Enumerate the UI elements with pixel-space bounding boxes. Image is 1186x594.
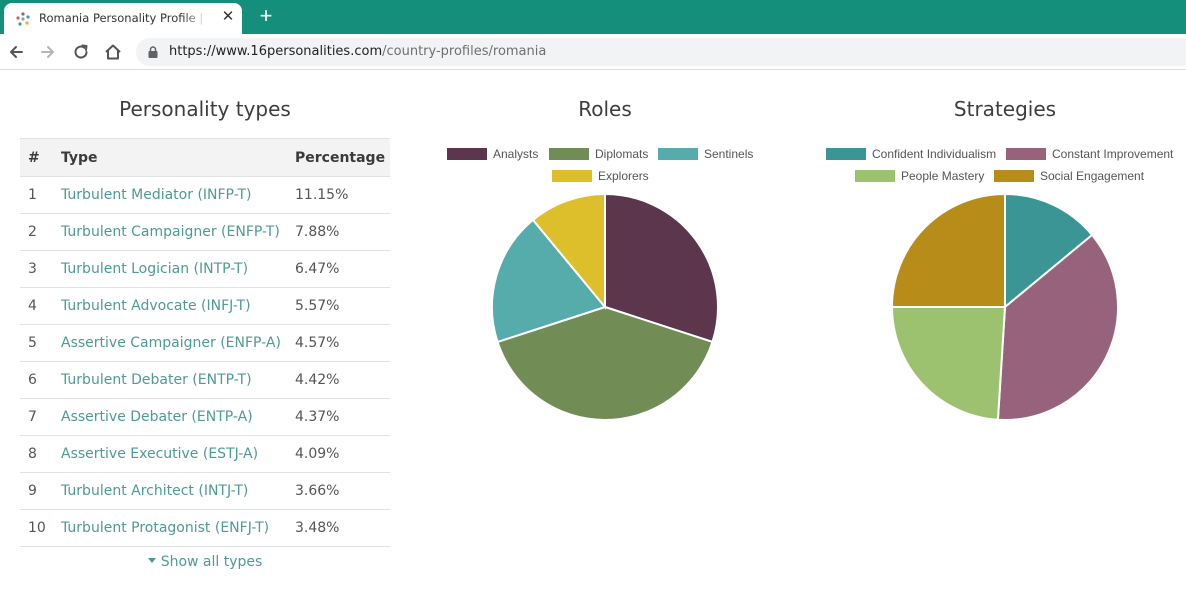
pie-slice-sentinels[interactable] xyxy=(491,218,607,344)
type-link[interactable]: Turbulent Architect (INTJ-T) xyxy=(53,472,287,510)
pie-slice-constant-improvement[interactable] xyxy=(996,233,1119,421)
row-number: 8 xyxy=(20,435,53,473)
legend-swatch xyxy=(447,148,487,160)
percentage-value: 4.42% xyxy=(287,361,390,399)
legend-swatch xyxy=(855,170,895,182)
row-number: 5 xyxy=(20,324,53,362)
strategies-pie-chart xyxy=(890,192,1119,421)
pie-slice-confident-individualism[interactable] xyxy=(1004,192,1094,310)
type-link[interactable]: Assertive Debater (ENTP-A) xyxy=(53,398,287,436)
type-link[interactable]: Turbulent Campaigner (ENFP-T) xyxy=(53,213,287,251)
type-link[interactable]: Turbulent Advocate (INFJ-T) xyxy=(53,287,287,325)
percentage-value: 7.88% xyxy=(287,213,390,251)
table-row: 7 Assertive Debater (ENTP-A) 4.37% xyxy=(20,398,390,436)
row-number: 4 xyxy=(20,287,53,325)
lock-icon xyxy=(148,46,158,58)
table-row: 4 Turbulent Advocate (INFJ-T) 5.57% xyxy=(20,287,390,325)
table-row: 2 Turbulent Campaigner (ENFP-T) 7.88% xyxy=(20,213,390,251)
pie-slice-explorers[interactable] xyxy=(531,192,606,310)
table-row: 5 Assertive Campaigner (ENFP-A) 4.57% xyxy=(20,324,390,362)
address-bar[interactable]: https://www.16personalities.com/country-… xyxy=(136,38,1186,66)
pie-slice-people-mastery[interactable] xyxy=(890,306,1007,421)
percentage-value: 3.66% xyxy=(287,472,390,510)
row-number: 6 xyxy=(20,361,53,399)
legend-swatch xyxy=(552,170,592,182)
table-row: 1 Turbulent Mediator (INFP-T) 11.15% xyxy=(20,176,390,214)
pie-slice-analysts[interactable] xyxy=(604,192,719,344)
type-link[interactable]: Turbulent Debater (ENTP-T) xyxy=(53,361,287,399)
type-link[interactable]: Assertive Executive (ESTJ-A) xyxy=(53,435,287,473)
caret-down-icon xyxy=(147,558,156,563)
table-header-row: # Type Percentage xyxy=(20,138,390,177)
row-number: 9 xyxy=(20,472,53,510)
pie-slice-social-engagement[interactable] xyxy=(890,192,1006,308)
browser-toolbar: https://www.16personalities.com/country-… xyxy=(0,34,1186,70)
favicon-icon xyxy=(16,12,30,26)
row-number: 1 xyxy=(20,176,53,214)
new-tab-button[interactable]: + xyxy=(259,3,273,28)
legend-swatch xyxy=(549,148,589,160)
table-row: 6 Turbulent Debater (ENTP-T) 4.42% xyxy=(20,361,390,399)
percentage-value: 6.47% xyxy=(287,250,390,288)
type-link[interactable]: Assertive Campaigner (ENFP-A) xyxy=(53,324,287,362)
table-row: 10 Turbulent Protagonist (ENFJ-T) 3.48% xyxy=(20,509,390,547)
row-number: 2 xyxy=(20,213,53,251)
legend-swatch xyxy=(1006,148,1046,160)
type-link[interactable]: Turbulent Logician (INTP-T) xyxy=(53,250,287,288)
forward-arrow-icon[interactable] xyxy=(37,41,59,63)
percentage-value: 4.57% xyxy=(287,324,390,362)
home-icon[interactable] xyxy=(102,41,124,63)
percentage-value: 11.15% xyxy=(287,176,390,214)
legend-swatch xyxy=(994,170,1034,182)
show-all-types-link[interactable]: Show all types xyxy=(20,554,390,570)
roles-heading: Roles xyxy=(578,97,632,121)
back-arrow-icon[interactable] xyxy=(5,41,27,63)
percentage-value: 3.48% xyxy=(287,509,390,547)
roles-pie-chart xyxy=(491,192,719,421)
strategies-heading: Strategies xyxy=(953,97,1057,121)
percentage-value: 5.57% xyxy=(287,287,390,325)
show-all-label: Show all types xyxy=(160,554,263,570)
type-link[interactable]: Turbulent Mediator (INFP-T) xyxy=(53,176,287,214)
type-link[interactable]: Turbulent Protagonist (ENFJ-T) xyxy=(53,509,287,547)
column-header-number: # xyxy=(20,138,53,177)
table-row: 8 Assertive Executive (ESTJ-A) 4.09% xyxy=(20,435,390,473)
tab-close-icon[interactable]: ✕ xyxy=(221,8,235,25)
row-number: 10 xyxy=(20,509,53,547)
tab-strip: Romania Personality Profile | 16Pe ✕ + xyxy=(0,0,1186,34)
column-header-type: Type xyxy=(53,138,287,177)
percentage-value: 4.09% xyxy=(287,435,390,473)
reload-icon[interactable] xyxy=(70,41,92,63)
table-row: 3 Turbulent Logician (INTP-T) 6.47% xyxy=(20,250,390,288)
url-text: https://www.16personalities.com/country-… xyxy=(169,44,547,59)
personality-types-heading: Personality types xyxy=(119,97,291,121)
table-row: 9 Turbulent Architect (INTJ-T) 3.66% xyxy=(20,472,390,510)
percentage-value: 4.37% xyxy=(287,398,390,436)
legend-swatch xyxy=(826,148,866,160)
legend-swatch xyxy=(658,148,698,160)
row-number: 3 xyxy=(20,250,53,288)
pie-slice-diplomats[interactable] xyxy=(496,305,714,421)
tab-title: Romania Personality Profile | 16Pe xyxy=(39,11,207,25)
personality-types-table: # Type Percentage 1 Turbulent Mediator (I… xyxy=(20,138,390,547)
page-content: Personality types Roles Strategies # Typ… xyxy=(0,71,1186,594)
column-header-percentage: Percentage xyxy=(287,138,390,177)
tab-active[interactable]: Romania Personality Profile | 16Pe ✕ xyxy=(4,3,242,34)
row-number: 7 xyxy=(20,398,53,436)
